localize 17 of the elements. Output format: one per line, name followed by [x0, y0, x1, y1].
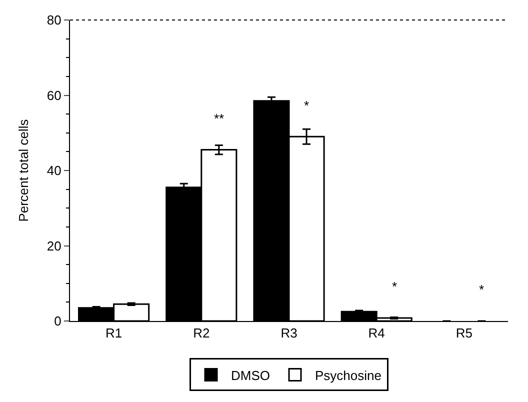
- legend-label: DMSO: [231, 368, 270, 383]
- annotation: **: [214, 111, 224, 126]
- y-axis-title: Percent total cells: [16, 118, 31, 222]
- legend-label: Psychosine: [315, 368, 382, 383]
- annotation: *: [304, 98, 310, 113]
- x-tick-label: R4: [368, 326, 385, 341]
- x-tick-label: R5: [456, 326, 473, 341]
- x-tick-label: R1: [105, 326, 122, 341]
- y-tick-label: 40: [46, 163, 62, 178]
- y-tick-label: 0: [54, 314, 62, 329]
- annotation: *: [479, 282, 484, 297]
- x-tick-label: R2: [193, 326, 210, 341]
- x-tick-label: R3: [280, 326, 298, 341]
- y-tick-label: 20: [46, 238, 62, 254]
- y-tick-label: 60: [46, 88, 62, 103]
- annotation: *: [392, 279, 398, 294]
- y-tick-label: 80: [46, 12, 62, 28]
